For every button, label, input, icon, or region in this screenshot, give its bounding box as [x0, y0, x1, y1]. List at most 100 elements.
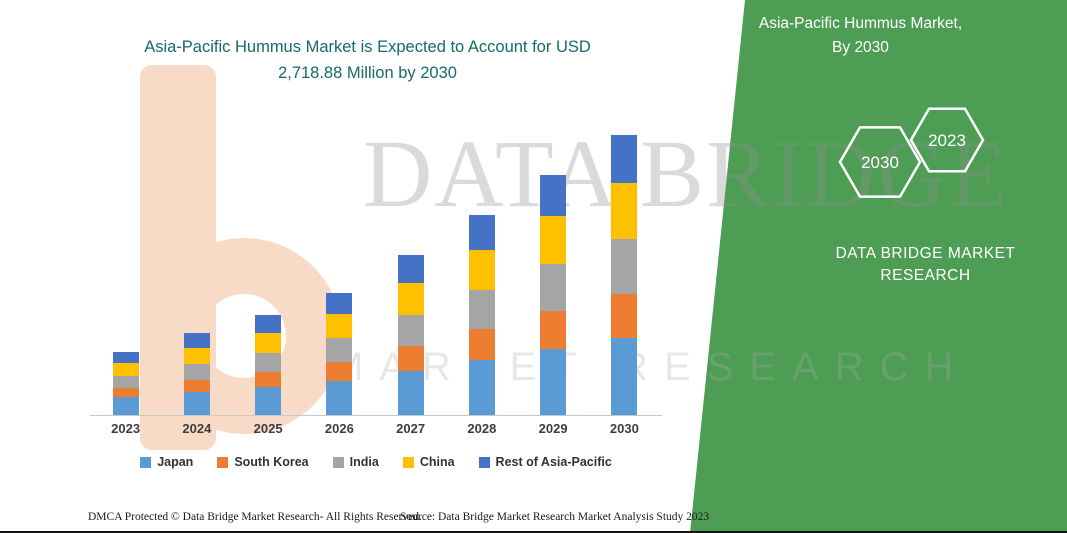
- x-axis-label-2028: 2028: [467, 421, 497, 436]
- bar-segment-japan: [540, 349, 567, 415]
- x-axis-labels: 2023 2024 2025 2026 2027 2028 2029 2030: [90, 421, 662, 436]
- legend-item-japan: Japan: [140, 455, 193, 469]
- legend-label-japan: Japan: [157, 455, 194, 469]
- bar-segment-rest-of-asia-pacific: [183, 333, 210, 348]
- legend-item-south-korea: South Korea: [217, 455, 309, 469]
- x-axis-label-2027: 2027: [396, 421, 426, 436]
- stacked-bar-2025: [255, 315, 282, 415]
- x-axis-label-2023: 2023: [111, 421, 141, 436]
- bar-segment-south-korea: [540, 311, 567, 349]
- bar-column-2030: [589, 130, 660, 415]
- bar-segment-rest-of-asia-pacific: [468, 215, 495, 250]
- stacked-bar-2029: [540, 175, 567, 415]
- bar-segment-china: [183, 348, 210, 364]
- bar-segment-china: [255, 333, 282, 354]
- plot-area: [90, 130, 662, 416]
- bar-segment-south-korea: [112, 388, 139, 397]
- bar-segment-japan: [255, 387, 282, 415]
- side-panel-title-line1: Asia-Pacific Hummus Market,: [758, 15, 963, 32]
- bar-segment-rest-of-asia-pacific: [611, 135, 638, 183]
- bar-segment-rest-of-asia-pacific: [540, 175, 567, 216]
- bar-segment-china: [611, 183, 638, 239]
- bottom-border-line: [0, 531, 1067, 533]
- legend-swatch-india: [332, 456, 344, 468]
- stacked-bar-2028: [468, 215, 495, 415]
- bar-segment-south-korea: [183, 380, 210, 392]
- bar-segment-china: [397, 283, 424, 315]
- legend-swatch-rest-of-asia-pacific: [478, 456, 490, 468]
- bar-segment-india: [540, 264, 567, 311]
- x-axis-label-2024: 2024: [182, 421, 212, 436]
- x-axis-label-2029: 2029: [538, 421, 568, 436]
- stacked-bar-2023: [112, 352, 139, 415]
- bar-segment-rest-of-asia-pacific: [255, 315, 282, 334]
- bar-segment-india: [183, 364, 210, 380]
- hexagon-2023-label: 2023: [928, 131, 966, 150]
- bar-column-2024: [161, 130, 232, 415]
- legend-swatch-south-korea: [217, 456, 229, 468]
- bar-segment-japan: [468, 360, 495, 415]
- stacked-bar-2026: [326, 293, 353, 415]
- side-panel-title: Asia-Pacific Hummus Market, By 2030: [733, 12, 988, 60]
- legend-swatch-japan: [140, 456, 152, 468]
- hexagon-2030-label: 2030: [861, 153, 899, 172]
- bar-segment-rest-of-asia-pacific: [112, 352, 139, 363]
- bar-segment-india: [112, 376, 139, 388]
- bar-segment-china: [540, 216, 567, 264]
- stacked-bar-2024: [183, 333, 210, 415]
- bar-segment-india: [468, 290, 495, 329]
- bar-segment-india: [255, 353, 282, 372]
- legend-swatch-china: [402, 456, 414, 468]
- year-hexagons: 2030 2023: [838, 107, 985, 198]
- bar-segment-japan: [183, 392, 210, 415]
- bar-column-2027: [375, 130, 446, 415]
- bar-segment-india: [397, 315, 424, 346]
- chart-title: Asia-Pacific Hummus Market is Expected t…: [95, 34, 640, 87]
- bar-segment-south-korea: [397, 346, 424, 371]
- bar-segment-india: [611, 239, 638, 294]
- brand-name-line1: DATA BRIDGE MARKET: [835, 245, 1016, 262]
- bar-column-2026: [304, 130, 375, 415]
- bar-segment-south-korea: [611, 294, 638, 338]
- legend-item-rest-of-asia-pacific: Rest of Asia-Pacific: [478, 455, 612, 469]
- legend-label-india: India: [349, 455, 379, 469]
- hexagon-2030-outline: [838, 126, 922, 198]
- footer-dmca-text: DMCA Protected © Data Bridge Market Rese…: [88, 511, 422, 523]
- x-axis-label-2030: 2030: [609, 421, 639, 436]
- bar-column-2023: [90, 130, 161, 415]
- chart-title-line2: 2,718.88 Million by 2030: [278, 64, 457, 83]
- legend-label-china: China: [419, 455, 455, 469]
- footer-source-text: Source: Data Bridge Market Research Mark…: [400, 511, 710, 523]
- hexagon-2023-outline: [909, 107, 985, 173]
- bar-column-2025: [233, 130, 304, 415]
- legend-item-china: China: [402, 455, 455, 469]
- bar-segment-south-korea: [255, 372, 282, 387]
- legend-label-south-korea: South Korea: [234, 455, 309, 469]
- chart-title-line1: Asia-Pacific Hummus Market is Expected t…: [144, 38, 591, 56]
- watermark-sub-text: MARKET RESEARCH: [330, 345, 970, 389]
- brand-name: DATA BRIDGE MARKET RESEARCH: [808, 243, 1043, 288]
- side-panel-title-line2: By 2030: [832, 39, 889, 57]
- bar-segment-japan: [611, 338, 638, 415]
- bar-segment-japan: [397, 371, 424, 415]
- bar-segment-japan: [112, 397, 139, 415]
- legend: Japan South Korea India China Rest of Asia-P…: [90, 455, 662, 469]
- x-axis-label-2025: 2025: [253, 421, 283, 436]
- x-axis-label-2026: 2026: [324, 421, 354, 436]
- bar-segment-rest-of-asia-pacific: [397, 255, 424, 283]
- bar-column-2029: [518, 130, 589, 415]
- bar-segment-rest-of-asia-pacific: [326, 293, 353, 315]
- stacked-bar-2027: [397, 255, 424, 415]
- legend-label-rest-of-asia-pacific: Rest of Asia-Pacific: [495, 455, 612, 469]
- side-panel: [690, 0, 1067, 533]
- brand-name-line2: RESEARCH: [880, 267, 971, 285]
- bar-segment-china: [326, 314, 353, 339]
- bar-segment-india: [326, 338, 353, 363]
- bar-segment-south-korea: [326, 362, 353, 381]
- bar-segment-south-korea: [468, 329, 495, 360]
- bar-segment-china: [468, 250, 495, 290]
- bar-column-2028: [446, 130, 517, 415]
- legend-item-india: India: [332, 455, 379, 469]
- stacked-bar-2030: [611, 135, 638, 415]
- bar-segment-china: [112, 363, 139, 376]
